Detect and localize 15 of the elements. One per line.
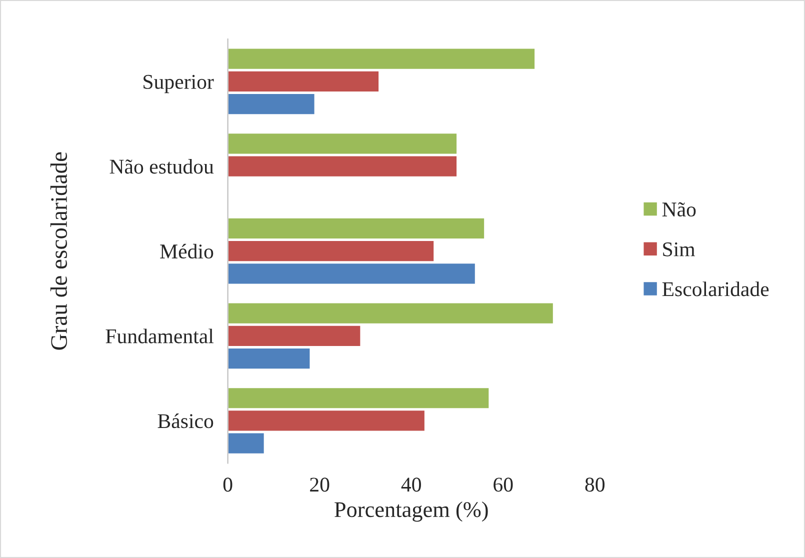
legend-label: Sim [663,242,696,256]
y-tick-label: Médio [160,244,214,259]
y-tick-label: Superior [144,74,214,94]
x-tick-label: 0 [223,478,232,492]
y-axis-title: Grau de escolaridade [50,152,68,350]
x-tick-label: 40 [401,478,421,492]
legend-label: Escolaridade [662,282,769,296]
y-tick-label: Não estudou [110,159,214,174]
x-axis-title: Porcentagem (%) [334,501,488,522]
x-tick-label: 80 [585,478,605,492]
y-tick-label: Fundamental [106,328,214,344]
legend-label: Não [662,202,696,217]
x-tick-label: 60 [494,478,513,492]
y-tick-label: Básico [158,413,214,428]
x-tick-label: 20 [310,478,330,492]
